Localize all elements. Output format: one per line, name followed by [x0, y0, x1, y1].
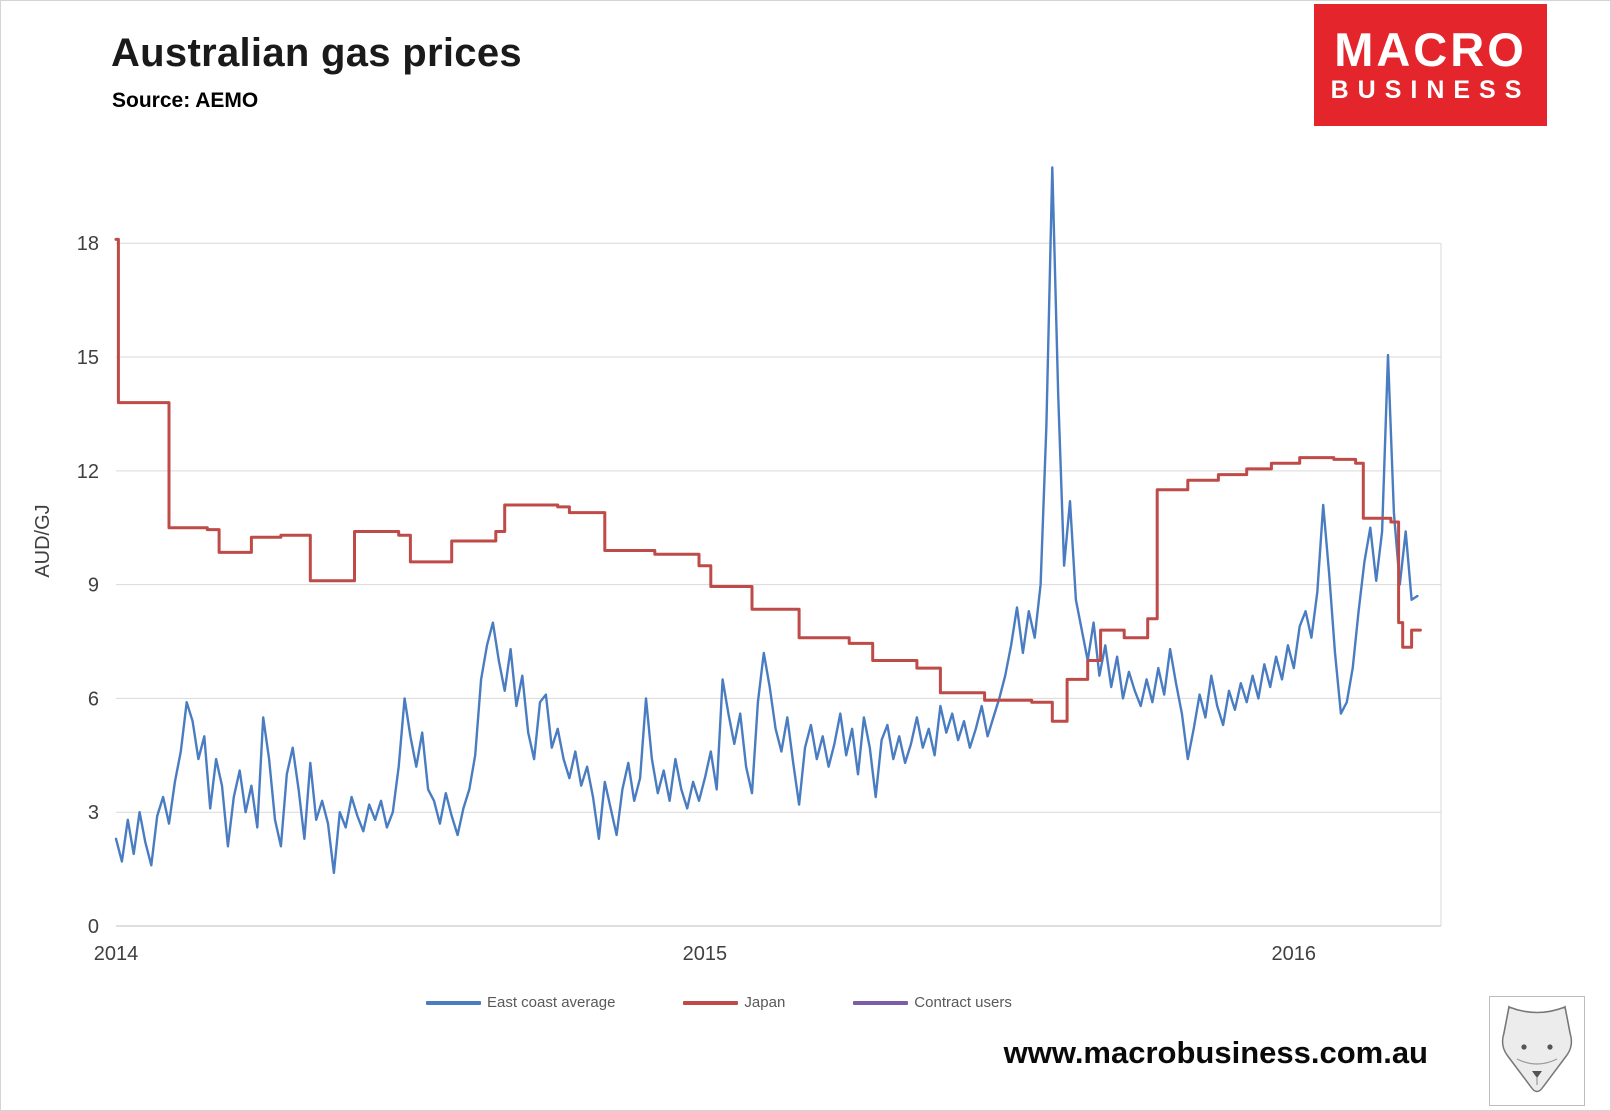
- logo-text-macro: MACRO: [1334, 22, 1527, 76]
- legend-swatch-contract-users: [853, 1000, 909, 1005]
- fox-logo: [1489, 996, 1585, 1106]
- legend-swatch-japan: [683, 1000, 739, 1005]
- legend-label-contract-users: Contract users: [914, 994, 1012, 1011]
- svg-text:AUD/GJ: AUD/GJ: [32, 504, 54, 577]
- svg-text:3: 3: [88, 802, 99, 824]
- svg-text:0: 0: [88, 916, 99, 938]
- fox-icon: [1501, 1005, 1573, 1093]
- svg-text:2014: 2014: [94, 943, 139, 965]
- page-title: Australian gas prices: [111, 31, 522, 75]
- website-url: www.macrobusiness.com.au: [1003, 1035, 1428, 1070]
- svg-text:18: 18: [77, 233, 99, 255]
- macrobusiness-logo: MACRO BUSINESS: [1314, 4, 1547, 126]
- source-caption: Source: AEMO: [112, 89, 259, 112]
- svg-text:2016: 2016: [1272, 943, 1317, 965]
- legend-label-east-coast: East coast average: [487, 994, 616, 1011]
- svg-text:9: 9: [88, 575, 99, 597]
- legend-label-japan: Japan: [744, 994, 786, 1011]
- legend-item-contract-users: Contract users: [853, 994, 1012, 1011]
- legend-item-east-coast: East coast average: [426, 994, 615, 1011]
- logo-text-business: BUSINESS: [1330, 76, 1531, 105]
- chart-legend: East coast average Japan Contract users: [426, 994, 1012, 1011]
- svg-text:12: 12: [77, 461, 99, 483]
- svg-text:2015: 2015: [683, 943, 728, 965]
- legend-item-japan: Japan: [683, 994, 785, 1011]
- svg-text:15: 15: [77, 347, 99, 369]
- svg-text:6: 6: [88, 688, 99, 710]
- legend-swatch-east-coast: [426, 1000, 481, 1005]
